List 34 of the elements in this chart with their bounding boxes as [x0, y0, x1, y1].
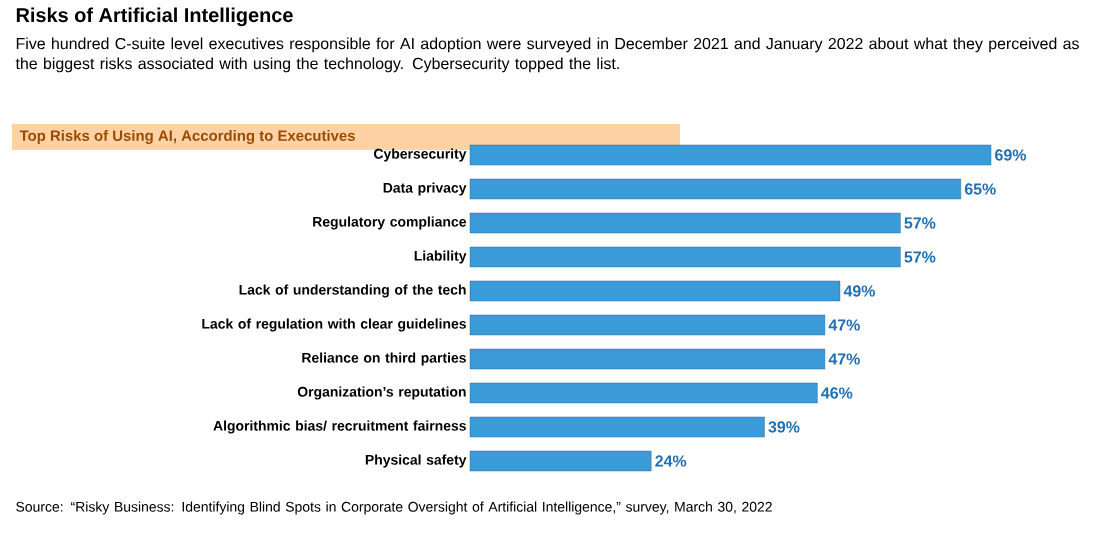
- y-tick-label: Physical safety: [365, 454, 467, 468]
- chart-subtitle: Five hundred C-suite level executives responsible for AI adoption were surveyed in December 2021 and January 2022 about what they perceived as the biggest risks associated with using the technology. Cybersecurity topped the list.: [15, 37, 1079, 73]
- data-label: 47%: [828, 319, 860, 331]
- bar: [469, 178, 962, 200]
- bar: [469, 144, 992, 166]
- text: Top Risks of Using AI, According to Executives: [19, 129, 355, 144]
- data-label: 69%: [995, 149, 1027, 161]
- y-tick-label: Cybersecurity: [374, 148, 467, 162]
- y-tick-label: Organization’s reputation: [297, 386, 466, 400]
- bar: [469, 348, 826, 370]
- source-note: Source: “Risky Business: Identifying Blind Spots in Corporate Oversight of Artificial Intelligence,” survey, March 30, 2022: [16, 501, 772, 515]
- y-tick-label: Data privacy: [383, 182, 467, 196]
- data-label: 49%: [843, 285, 875, 297]
- y-tick-label: Reliance on third parties: [302, 352, 466, 366]
- data-label: 24%: [655, 455, 687, 467]
- bar: [469, 212, 901, 234]
- data-label: 47%: [828, 353, 860, 365]
- data-label: 65%: [964, 183, 996, 195]
- data-label: 39%: [768, 421, 800, 433]
- text: Risks of Artificial Intelligence: [16, 7, 293, 27]
- y-tick-label: Regulatory compliance: [313, 216, 466, 230]
- data-label: 57%: [904, 251, 936, 263]
- data-label: 57%: [904, 217, 936, 229]
- bar: [469, 416, 765, 438]
- bar: [469, 314, 826, 336]
- bar: [469, 382, 818, 404]
- bar: [469, 280, 841, 302]
- y-tick-label: Liability: [414, 250, 467, 264]
- y-tick-label: Lack of regulation with clear guidelines: [202, 318, 466, 332]
- data-label: 46%: [821, 387, 853, 399]
- bar: [469, 246, 901, 268]
- bar: [469, 450, 652, 472]
- y-tick-label: Algorithmic bias/ recruitment fairness: [213, 420, 466, 434]
- y-tick-label: Lack of understanding of the tech: [239, 284, 466, 298]
